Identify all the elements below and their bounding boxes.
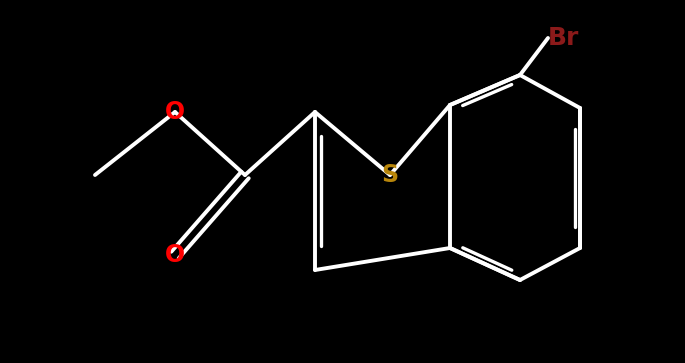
Text: Br: Br xyxy=(548,26,580,50)
Text: S: S xyxy=(382,163,399,187)
Text: O: O xyxy=(165,100,185,124)
Text: O: O xyxy=(165,243,185,267)
